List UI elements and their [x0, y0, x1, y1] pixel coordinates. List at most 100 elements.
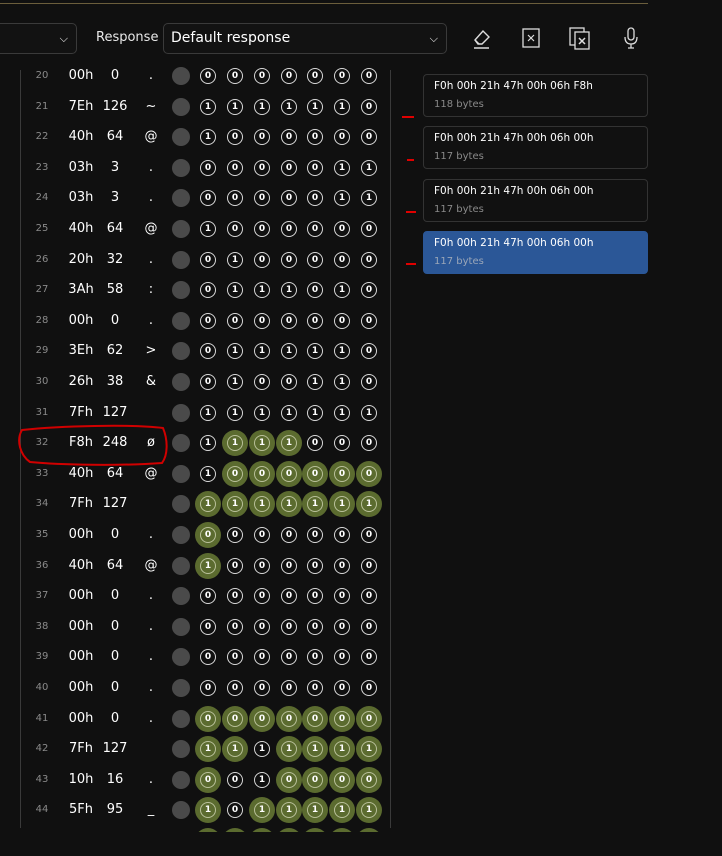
bit-value: 1 — [200, 741, 216, 758]
table-row[interactable]: 30 26h 38 & 0 1 0 0 1 1 0 — [20, 367, 390, 397]
table-row[interactable]: 34 7Fh 127 1 1 1 1 1 1 1 — [20, 489, 390, 519]
table-row[interactable]: 33 40h 64 @1 0 0 0 0 0 0 — [20, 459, 390, 489]
table-row[interactable]: 26 20h 32. 0 1 0 0 0 0 0 — [20, 245, 390, 275]
bit-value: 1 — [254, 802, 270, 819]
red-annotation-mark — [407, 159, 414, 161]
bit-value: 1 — [334, 404, 350, 421]
table-row[interactable]: 29 3Eh 62 >0 1 1 1 1 1 0 — [20, 336, 390, 366]
bit-value: 1 — [361, 190, 377, 207]
table-row[interactable]: 42 7Fh 127 1 1 1 1 1 1 1 — [20, 734, 390, 764]
bit-value: 0 — [307, 68, 323, 84]
decimal-value: 0 — [110, 588, 120, 604]
table-row[interactable]: 41 00h 0. 0 0 0 0 0 0 0 — [20, 704, 390, 734]
ascii-char: . — [148, 771, 154, 787]
bit-value: 0 — [200, 374, 216, 390]
ascii-char: @ — [144, 465, 158, 481]
clear-box-icon[interactable] — [519, 26, 543, 50]
table-row[interactable]: 21 7Eh 126 ~1 1 1 1 1 1 0 — [20, 92, 390, 122]
decimal-value: 3 — [110, 159, 120, 175]
decimal-value: 62 — [106, 343, 124, 359]
table-row[interactable]: 35 00h 0. 0 0 0 0 0 0 0 — [20, 520, 390, 550]
microphone-icon[interactable] — [619, 26, 643, 50]
status-dot[interactable] — [172, 67, 190, 85]
bit-value: 0 — [200, 282, 216, 299]
table-row[interactable]: 28 00h 0. 0 0 0 0 0 0 0 — [20, 306, 390, 336]
status-dot[interactable] — [172, 587, 190, 606]
bit-value: 0 — [307, 282, 323, 299]
bit-value: 0 — [254, 251, 270, 268]
decimal-value: 64 — [106, 221, 124, 236]
hex-value: 26h — [68, 374, 94, 389]
status-dot[interactable] — [172, 158, 190, 177]
status-dot[interactable] — [172, 495, 190, 514]
status-dot[interactable] — [172, 740, 190, 759]
table-row[interactable]: 39 00h 0. 0 0 0 0 0 0 0 — [20, 642, 390, 672]
table-row[interactable]: 20 00h 0. 0 0 0 0 0 0 0 — [20, 61, 390, 91]
table-row[interactable]: 24 03h 3. 0 0 0 0 0 1 1 — [20, 183, 390, 213]
status-dot[interactable] — [172, 526, 190, 544]
status-dot[interactable] — [172, 220, 190, 238]
bit-value: 0 — [254, 221, 270, 237]
table-row[interactable]: 43 10h 16. 0 0 1 0 0 0 0 — [20, 765, 390, 795]
status-dot[interactable] — [172, 617, 190, 636]
bit-value: 0 — [227, 802, 243, 819]
eraser-icon[interactable] — [470, 26, 494, 50]
table-row[interactable]: 40 00h 0. 0 0 0 0 0 0 0 — [20, 673, 390, 703]
status-dot[interactable] — [172, 434, 190, 453]
bit-value: 0 — [361, 343, 377, 360]
row-index: 33 — [35, 467, 49, 479]
ascii-char: @ — [144, 129, 158, 145]
bit-value: 1 — [361, 802, 377, 819]
table-row[interactable]: 44 5Fh 95 _ 1 0 1 1 1 1 1 — [20, 795, 390, 825]
ascii-char: @ — [144, 557, 158, 573]
table-row[interactable]: 22 40h 64 @1 0 0 0 0 0 0 — [20, 122, 390, 152]
row-index: 35 — [35, 529, 49, 540]
status-dot[interactable] — [172, 128, 190, 147]
bit-value: 1 — [200, 435, 216, 452]
status-dot[interactable] — [172, 709, 190, 728]
status-dot[interactable] — [172, 373, 190, 391]
status-dot[interactable] — [172, 801, 190, 820]
table-row[interactable]: 38 00h 0. 0 0 0 0 0 0 0 — [20, 612, 390, 642]
status-dot[interactable] — [172, 281, 190, 300]
bit-value: 1 — [281, 741, 297, 758]
row-index: 40 — [35, 682, 49, 693]
message-card[interactable]: F0h 00h 21h 47h 00h 06h F8h 118 bytes — [423, 74, 648, 117]
port-select[interactable]: ⌵ — [0, 23, 77, 54]
message-card[interactable]: F0h 00h 21h 47h 00h 06h 00h 117 bytes — [423, 231, 648, 274]
status-dot[interactable] — [172, 311, 190, 330]
table-row[interactable]: 25 40h 64 @1 0 0 0 0 0 0 — [20, 214, 390, 244]
bit-value: 0 — [307, 649, 323, 666]
status-dot[interactable] — [172, 250, 190, 269]
decimal-value: 0 — [110, 710, 120, 726]
status-dot[interactable] — [172, 342, 190, 361]
hex-value: 7Fh — [69, 404, 93, 420]
table-right-border — [390, 70, 391, 828]
clear-all-icon[interactable] — [568, 26, 592, 50]
status-dot[interactable] — [172, 648, 190, 667]
table-row[interactable]: 37 00h 0. 0 0 0 0 0 0 0 — [20, 581, 390, 611]
bit-value: 0 — [227, 190, 243, 207]
status-dot[interactable] — [172, 97, 190, 116]
status-dot[interactable] — [172, 189, 190, 208]
hex-value: 00h — [68, 527, 94, 542]
status-dot[interactable] — [172, 679, 190, 697]
table-row[interactable]: 31 7Fh 127 1 1 1 1 1 1 1 — [20, 398, 390, 428]
status-dot[interactable] — [172, 403, 190, 422]
table-row[interactable]: 36 40h 64 @1 0 0 0 0 0 0 — [20, 551, 390, 581]
table-row[interactable]: 27 3Ah 58:0 1 1 1 0 1 0 — [20, 275, 390, 305]
table-row[interactable]: 32 F8h 248 ø 1 1 1 1 0 0 0 — [20, 428, 390, 458]
response-select[interactable]: Default response ⌵ — [163, 23, 447, 54]
bit-value: 0 — [281, 588, 297, 605]
bit-value: 1 — [307, 741, 323, 758]
bit-value: 0 — [227, 649, 243, 666]
status-dot[interactable] — [172, 464, 190, 483]
message-card[interactable]: F0h 00h 21h 47h 00h 06h 00h 117 bytes — [423, 126, 648, 169]
table-row[interactable]: 23 03h 3. 0 0 0 0 0 1 1 — [20, 153, 390, 183]
row-index: 39 — [35, 651, 49, 663]
decimal-value: 0 — [110, 680, 120, 695]
bit-value: 0 — [307, 710, 323, 727]
status-dot[interactable] — [172, 770, 190, 789]
message-card[interactable]: F0h 00h 21h 47h 00h 06h 00h 117 bytes — [423, 179, 648, 222]
status-dot[interactable] — [172, 556, 190, 575]
